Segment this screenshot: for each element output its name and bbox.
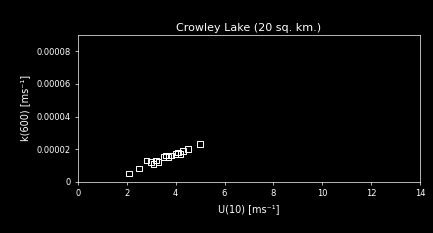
- Point: [155, 160, 162, 164]
- Point: [165, 155, 172, 159]
- Point: [180, 149, 187, 153]
- X-axis label: U(10) [ms⁻¹]: U(10) [ms⁻¹]: [218, 204, 280, 214]
- Point: [172, 152, 179, 156]
- Title: Crowley Lake (20 sq. km.): Crowley Lake (20 sq. km.): [176, 23, 322, 33]
- Y-axis label: k(600) [ms⁻¹]: k(600) [ms⁻¹]: [20, 75, 30, 141]
- Point: [136, 167, 142, 171]
- Point: [197, 142, 204, 146]
- Point: [167, 154, 174, 158]
- Point: [148, 160, 155, 164]
- Point: [174, 151, 181, 154]
- Point: [177, 152, 184, 156]
- Point: [150, 162, 157, 166]
- Point: [126, 172, 132, 175]
- Point: [162, 154, 169, 158]
- Point: [153, 159, 160, 162]
- Point: [143, 159, 150, 162]
- Point: [184, 147, 191, 151]
- Point: [160, 155, 167, 159]
